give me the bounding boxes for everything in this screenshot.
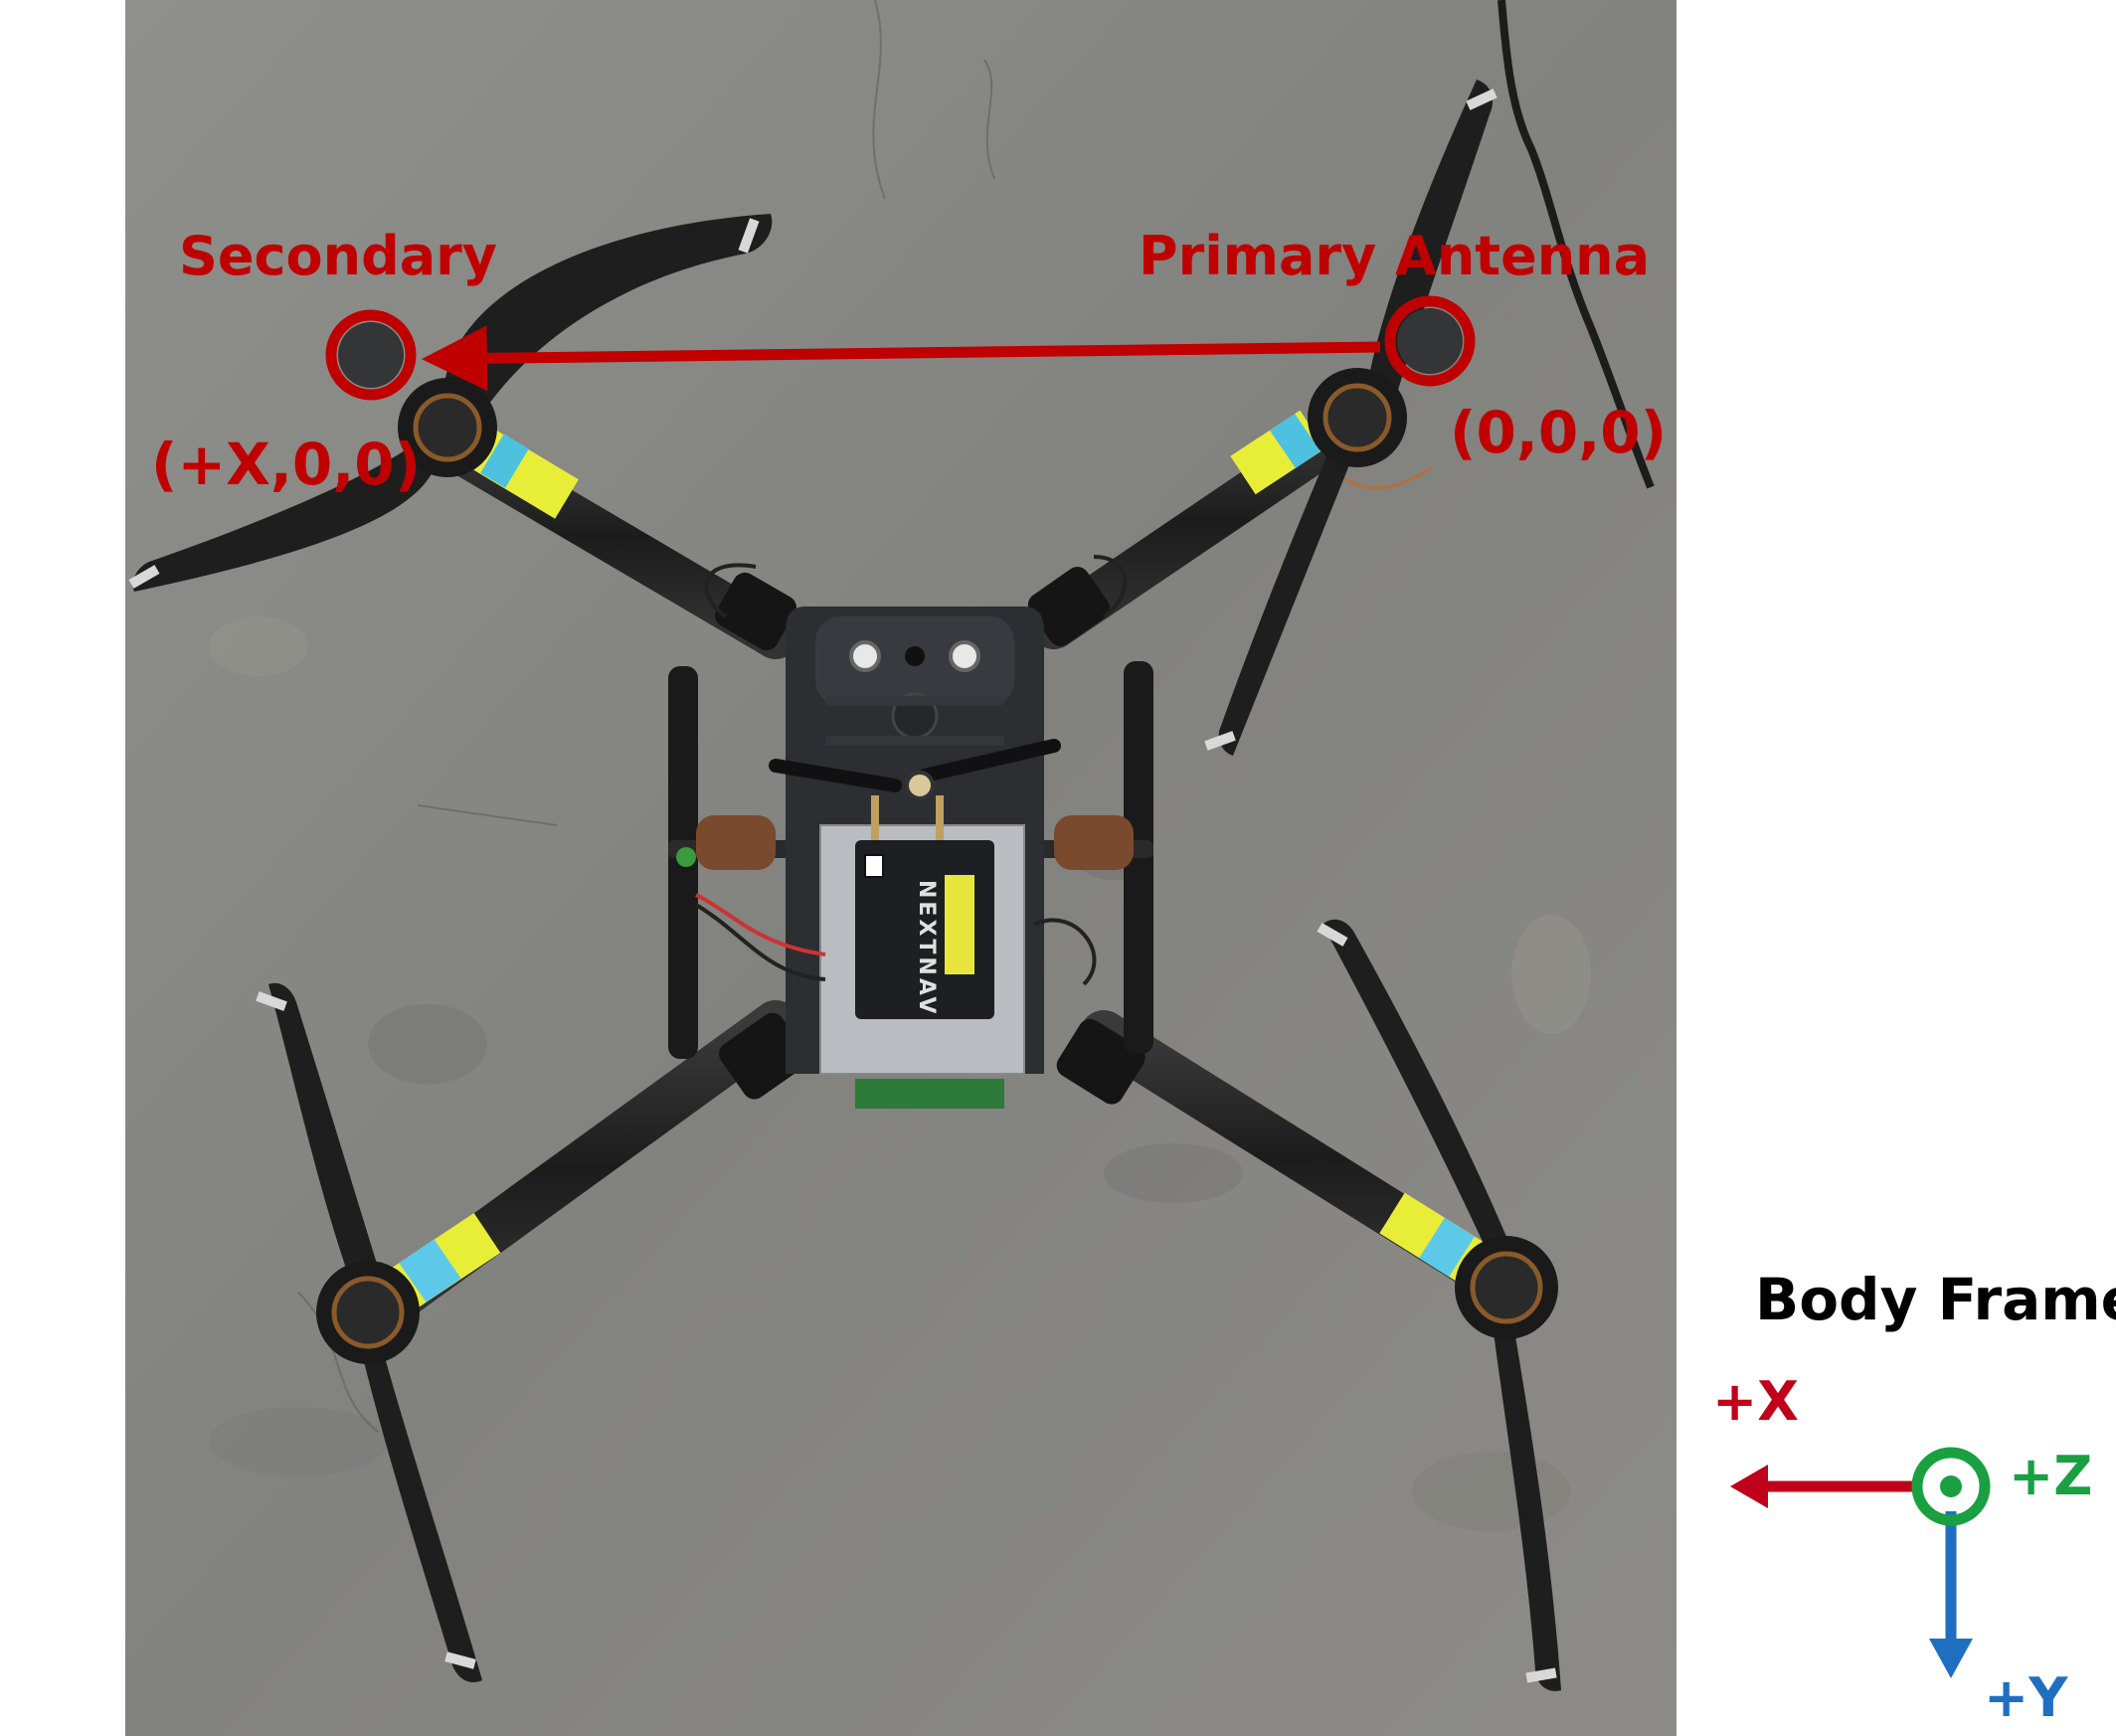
arm-tape-bands bbox=[384, 410, 1485, 1312]
propeller-tips bbox=[128, 88, 1557, 1683]
z-axis-dot bbox=[1940, 1476, 1962, 1497]
primary-coordinate: (0,0,0) bbox=[1450, 399, 1667, 466]
secondary-label: Secondary bbox=[179, 225, 497, 287]
x-axis-arrowhead bbox=[1730, 1465, 1768, 1508]
gnss-antennas bbox=[338, 308, 1463, 388]
y-axis-arrowhead bbox=[1929, 1639, 1973, 1678]
receiver-assembly: NEXTNAV bbox=[819, 795, 1025, 1109]
z-axis-out-of-plane-icon bbox=[1911, 1447, 1991, 1526]
floor-cracks bbox=[297, 0, 995, 1433]
x-axis-label: +X bbox=[1712, 1370, 1799, 1433]
wires bbox=[694, 555, 1128, 986]
receiver-brand-text: NEXTNAV bbox=[914, 880, 939, 1016]
antenna-cable bbox=[1498, 0, 1655, 489]
secondary-antenna-marker bbox=[325, 309, 417, 401]
propellers bbox=[132, 80, 1561, 1691]
y-axis-label: +Y bbox=[1984, 1666, 2068, 1729]
body-frame-legend: Body Frame +X +Y +Z bbox=[1712, 1266, 2116, 1729]
primary-antenna-label: Primary Antenna bbox=[1139, 225, 1650, 287]
motors bbox=[316, 368, 1558, 1364]
antenna-annotation: Secondary Primary Antenna (+X,0,0) (0,0,… bbox=[151, 225, 1667, 498]
baseline-arrow bbox=[422, 325, 1381, 392]
antenna-cable-2 bbox=[1341, 465, 1433, 490]
body-frame-title: Body Frame bbox=[1755, 1266, 2116, 1333]
z-axis-label: +Z bbox=[2009, 1445, 2092, 1507]
secondary-coordinate: (+X,0,0) bbox=[151, 431, 421, 498]
primary-antenna-marker bbox=[1384, 295, 1476, 387]
